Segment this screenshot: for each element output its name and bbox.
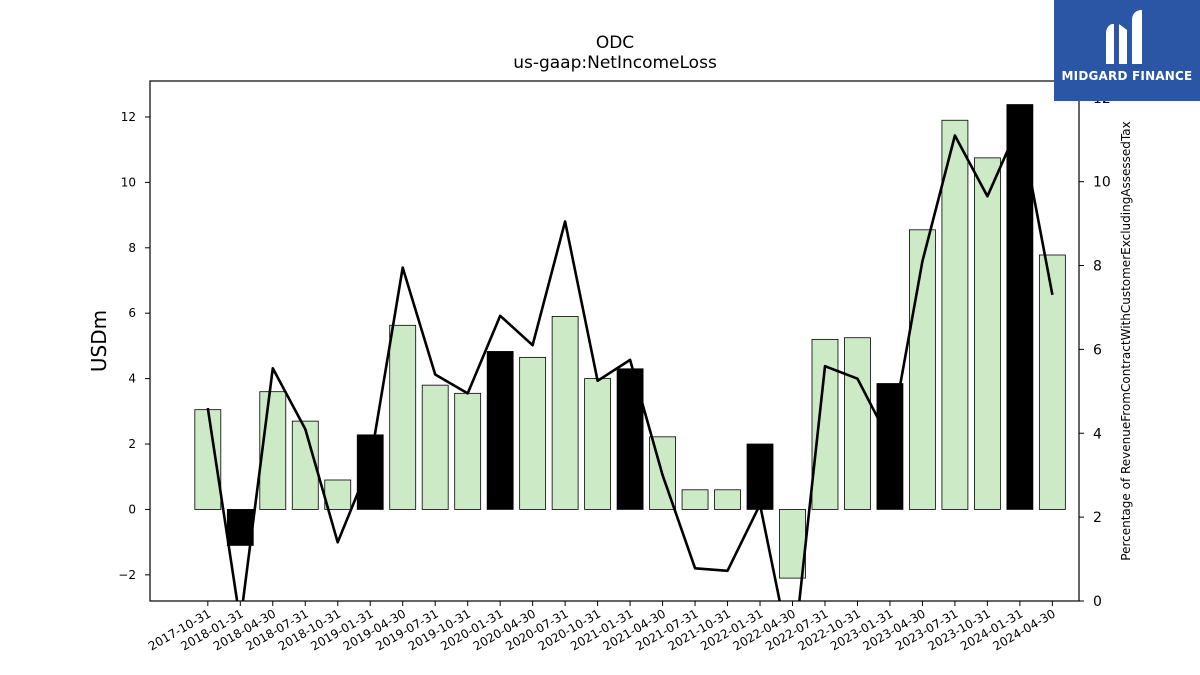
y-tick-label: 6 <box>128 306 136 320</box>
bar-2019-07-31 <box>422 385 448 509</box>
bar-2022-10-31 <box>844 338 870 510</box>
bar-2022-04-30 <box>780 509 806 578</box>
y-tick-label: 12 <box>121 110 136 124</box>
bar-2020-01-31 <box>487 351 513 509</box>
plot-area: −20246810120246810122017-10-312018-01-31… <box>118 81 1111 664</box>
bar-2019-10-31 <box>455 393 481 509</box>
bar-2021-10-31 <box>715 490 741 510</box>
y2-tick-label: 10 <box>1093 175 1111 191</box>
y-tick-label: 8 <box>128 241 136 255</box>
y-tick-label: −2 <box>118 568 136 582</box>
y2-axis-label: Percentage of RevenueFromContractWithCus… <box>1119 121 1133 560</box>
bar-2019-01-31 <box>357 435 383 510</box>
y2-tick-label: 4 <box>1093 426 1102 442</box>
bar-2020-04-30 <box>520 357 546 509</box>
y-tick-label: 10 <box>121 175 136 189</box>
plot-marks <box>195 105 1066 664</box>
bar-2020-10-31 <box>585 379 611 510</box>
bar-2023-04-30 <box>909 230 935 510</box>
y2-tick-label: 0 <box>1093 594 1102 610</box>
bar-2018-04-30 <box>260 392 286 510</box>
bar-2022-01-31 <box>747 444 773 509</box>
bar-2019-04-30 <box>390 325 416 509</box>
bar-2018-01-31 <box>227 509 253 545</box>
y-tick-label: 2 <box>128 437 136 451</box>
y-tick-label: 4 <box>128 372 136 386</box>
chart: ODC us-gaap:NetIncomeLoss USDm Percentag… <box>0 0 1200 675</box>
midgard-finance-logo: MIDGARD FINANCE <box>1054 0 1200 101</box>
bar-2018-10-31 <box>325 480 351 509</box>
chart-subtitle: us-gaap:NetIncomeLoss <box>513 53 717 73</box>
y-tick-label: 0 <box>128 502 136 516</box>
plot-frame <box>150 81 1079 601</box>
bar-2022-07-31 <box>812 339 838 509</box>
y-axis-label: USDm <box>87 310 111 372</box>
bar-2020-07-31 <box>552 316 578 509</box>
logo-mark-icon <box>1102 8 1152 68</box>
chart-title: ODC <box>596 33 634 53</box>
bar-2023-01-31 <box>877 384 903 510</box>
y2-tick-label: 2 <box>1093 510 1102 526</box>
bar-2023-10-31 <box>974 158 1000 510</box>
bar-2021-07-31 <box>682 490 708 510</box>
logo-text: MIDGARD FINANCE <box>1054 69 1200 83</box>
y2-tick-label: 8 <box>1093 259 1102 275</box>
bar-2023-07-31 <box>942 120 968 509</box>
y2-tick-label: 6 <box>1093 342 1102 358</box>
